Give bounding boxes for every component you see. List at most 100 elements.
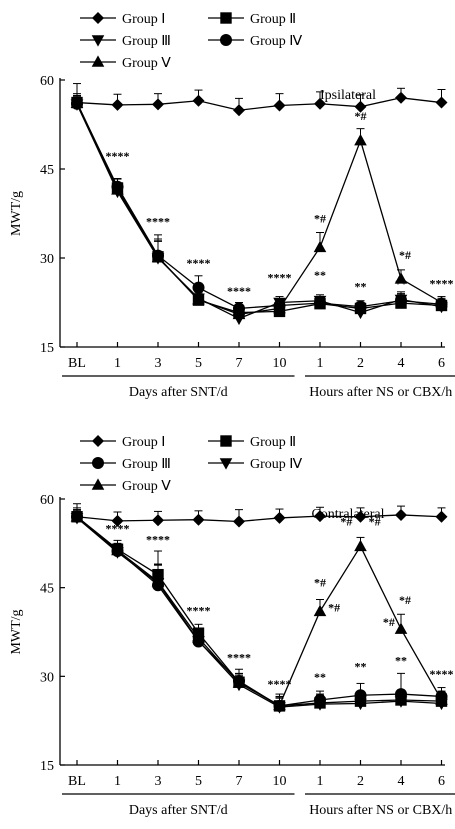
series-line xyxy=(76,516,442,707)
legend-label: Group Ⅱ xyxy=(250,435,296,450)
point-diamond xyxy=(152,98,164,111)
point-triangle-up xyxy=(232,307,246,320)
chart-panel-1: Group Ⅰ Group Ⅱ Group Ⅲ Group Ⅳ Group Ⅴ Ipsil… xyxy=(9,12,455,400)
significance-label: ** xyxy=(395,277,407,291)
significance-label: ** xyxy=(395,654,407,668)
legend-marker-diamond xyxy=(92,435,104,447)
significance-label: *# xyxy=(355,109,367,123)
x-tick-label: 2 xyxy=(357,774,364,789)
y-axis-label: MWT/g xyxy=(9,609,24,654)
x-group-label: Days after SNT/d xyxy=(129,385,228,400)
point-triangle-up xyxy=(111,543,124,556)
series-triangle-down xyxy=(70,510,448,714)
x-group-label: Hours after NS or CBX/h xyxy=(309,385,452,400)
series-triangle-down xyxy=(70,96,448,326)
significance-label: **** xyxy=(268,677,292,691)
x-tick-label: 3 xyxy=(155,774,162,789)
series-line xyxy=(76,102,442,316)
significance-label: **** xyxy=(227,284,251,298)
x-tick-label: 5 xyxy=(195,774,202,789)
point-diamond xyxy=(111,98,124,111)
series-diamond xyxy=(71,503,448,528)
legend-marker-triangle-up xyxy=(91,55,105,67)
x-tick-label: 1 xyxy=(114,774,121,789)
significance-label: ** xyxy=(355,280,367,294)
point-diamond xyxy=(395,91,407,104)
significance-label: **** xyxy=(106,522,130,536)
significance-label: **** xyxy=(146,214,170,228)
point-diamond xyxy=(395,508,407,521)
significance-label: **** xyxy=(187,603,211,617)
chart-panel-2: Group Ⅰ Group Ⅱ Group Ⅲ Group Ⅳ Group Ⅴ Contr… xyxy=(9,435,455,818)
point-triangle-up xyxy=(192,631,205,643)
significance-label: ** xyxy=(355,659,367,673)
significance-label: **** xyxy=(187,256,211,270)
point-triangle-up xyxy=(354,133,367,146)
y-axis-label: MWT/g xyxy=(9,191,24,236)
y-tick-label: 60 xyxy=(40,74,54,89)
x-tick-label: 10 xyxy=(273,356,287,371)
point-triangle-up xyxy=(111,183,124,195)
y-tick-label: 30 xyxy=(40,252,54,267)
legend-marker-circle xyxy=(92,457,104,469)
legend: Group Ⅰ Group Ⅱ Group Ⅲ Group Ⅳ Group Ⅴ xyxy=(80,435,302,494)
significance-label: **** xyxy=(146,532,170,546)
point-circle xyxy=(192,281,205,294)
legend-marker-square xyxy=(220,435,232,447)
legend-label: Group Ⅰ xyxy=(122,435,165,450)
point-triangle-down xyxy=(313,699,327,711)
significance-label: **** xyxy=(430,277,454,291)
series-line xyxy=(76,517,442,708)
y-tick-label: 15 xyxy=(40,341,54,356)
x-tick-label: 1 xyxy=(114,356,121,371)
significance-label: **** xyxy=(227,651,251,665)
series-line xyxy=(76,102,442,314)
series-line xyxy=(76,103,442,310)
x-tick-label: 3 xyxy=(155,356,162,371)
series-line xyxy=(76,97,442,111)
legend-label: Group Ⅴ xyxy=(122,56,171,71)
x-tick-label: 2 xyxy=(357,356,364,371)
y-tick-label: 45 xyxy=(40,163,54,178)
significance-label: *# xyxy=(340,515,352,529)
x-tick-label: BL xyxy=(68,774,86,789)
point-triangle-up xyxy=(394,622,408,634)
point-triangle-up xyxy=(313,604,327,617)
chart-title: Ipsilateral xyxy=(320,88,376,103)
point-triangle-up xyxy=(313,240,327,253)
point-triangle-up xyxy=(435,295,448,308)
point-triangle-up xyxy=(70,510,84,522)
significance-label: *# xyxy=(328,600,340,614)
point-triangle-up xyxy=(273,301,286,314)
x-tick-label: 6 xyxy=(438,356,445,371)
point-diamond xyxy=(314,510,326,523)
legend-label: Group Ⅰ xyxy=(122,12,165,27)
x-tick-label: BL xyxy=(68,356,86,371)
x-group-label: Hours after NS or CBX/h xyxy=(309,803,452,818)
point-triangle-up xyxy=(273,698,286,711)
series-triangle-up xyxy=(70,95,448,320)
series-circle xyxy=(71,509,448,712)
point-circle xyxy=(314,297,326,310)
significance-label: **** xyxy=(268,271,292,285)
point-diamond xyxy=(152,514,164,527)
point-diamond xyxy=(192,94,205,107)
x-tick-label: 7 xyxy=(236,774,243,789)
x-tick-label: 1 xyxy=(317,774,324,789)
point-circle xyxy=(354,300,367,313)
point-triangle-up xyxy=(354,539,367,552)
series-diamond xyxy=(71,83,448,117)
point-diamond xyxy=(273,99,286,112)
series-circle xyxy=(71,94,448,315)
x-tick-label: 7 xyxy=(236,356,243,371)
legend-marker-square xyxy=(220,12,232,24)
legend-label: Group Ⅳ xyxy=(250,457,302,472)
point-triangle-up xyxy=(394,272,408,284)
series-line xyxy=(76,516,442,707)
significance-label: ** xyxy=(314,670,326,684)
x-group-label: Days after SNT/d xyxy=(129,803,228,818)
point-diamond xyxy=(435,96,448,109)
point-triangle-up xyxy=(232,676,246,688)
chart-title: Contralateral xyxy=(311,507,384,522)
